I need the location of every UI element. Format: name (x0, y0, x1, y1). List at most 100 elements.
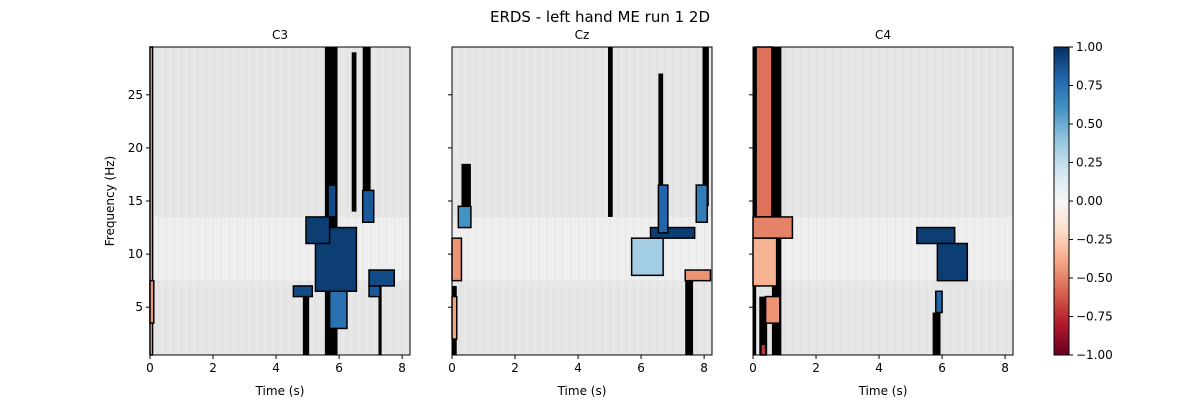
texture-stripe (605, 47, 607, 355)
texture-stripe (287, 47, 289, 355)
texture-stripe (835, 47, 837, 355)
texture-stripe (641, 47, 643, 355)
significant-region (752, 237, 778, 287)
x-tick-label: 4 (574, 361, 582, 375)
texture-stripe (303, 47, 305, 355)
texture-stripe (879, 47, 881, 355)
texture-stripe (350, 47, 352, 355)
texture-stripe (268, 47, 270, 355)
texture-stripe (926, 47, 928, 355)
x-tick-label: 2 (812, 361, 820, 375)
texture-stripe (503, 47, 505, 355)
colorbar-tick-label: 0.50 (1076, 117, 1103, 131)
texture-stripe (244, 47, 246, 355)
y-tick-label: 5 (135, 300, 143, 314)
texture-stripe (613, 47, 615, 355)
significant-region (327, 184, 337, 218)
texture-stripe (593, 47, 595, 355)
figure-title: ERDS - left hand ME run 1 2D (490, 8, 710, 26)
x-tick-label: 4 (272, 361, 280, 375)
texture-stripe (582, 47, 583, 355)
mask-column (753, 47, 757, 355)
significant-region (149, 279, 155, 324)
y-tick-label: 20 (128, 141, 143, 155)
texture-stripe (914, 47, 916, 355)
texture-stripe (788, 47, 790, 355)
texture-stripe (633, 47, 635, 355)
texture-stripe (507, 47, 509, 355)
texture-stripe (189, 47, 191, 355)
texture-stripe (216, 47, 218, 355)
texture-stripe (550, 47, 552, 355)
texture-stripe (601, 47, 603, 355)
texture-stripe (197, 47, 199, 355)
texture-stripe (173, 47, 175, 355)
mask-column (771, 47, 782, 355)
texture-stripe (843, 47, 845, 355)
texture-stripe (684, 47, 686, 355)
texture-stripe (374, 47, 376, 355)
texture-stripe (886, 47, 888, 355)
significant-region (361, 189, 375, 223)
texture-stripe (319, 47, 321, 355)
texture-stripe (157, 47, 159, 355)
texture-stripe (495, 47, 497, 355)
texture-stripe (534, 47, 536, 355)
texture-stripe (894, 47, 896, 355)
panel-c3: C3 0 2 4 6 8 Time (s) 5 10 15 20 25 Frequency (Hz) (103, 28, 411, 398)
texture-stripe (629, 47, 631, 355)
texture-stripe (542, 47, 544, 355)
texture-stripe (283, 47, 285, 355)
texture-stripe (867, 47, 869, 355)
texture-stripe (965, 47, 967, 355)
mask-column (658, 73, 664, 191)
texture-stripe (209, 47, 211, 355)
panel-title: C3 (272, 28, 288, 42)
texture-stripe (800, 47, 802, 355)
texture-stripe (256, 47, 258, 355)
texture-stripe (185, 47, 187, 355)
texture-stripe (455, 47, 457, 355)
texture-stripe (692, 47, 694, 355)
significant-region (936, 242, 969, 282)
texture-stripe (299, 47, 301, 355)
texture-stripe (394, 47, 396, 355)
texture-stripe (518, 47, 520, 355)
x-tick-label: 6 (938, 361, 946, 375)
texture-stripe (804, 47, 806, 355)
texture-stripe (997, 47, 999, 355)
texture-stripe (680, 47, 682, 355)
texture-stripe (578, 47, 580, 355)
y-tick-label: 15 (128, 194, 143, 208)
texture-stripe (946, 47, 948, 355)
texture-stripe (276, 47, 278, 355)
texture-stripe (796, 47, 798, 355)
texture-stripe (883, 47, 884, 355)
panel-cz: Cz 0 2 4 6 8 Time (s) (448, 28, 713, 398)
mask-column (685, 280, 694, 355)
significant-region (649, 226, 696, 239)
significant-region (368, 285, 381, 298)
texture-stripe (656, 47, 658, 355)
texture-stripe (339, 47, 341, 355)
texture-stripe (808, 47, 810, 355)
texture-stripe (471, 47, 473, 355)
texture-stripe (855, 47, 857, 355)
y-tick-label: 10 (128, 247, 143, 261)
texture-stripe (863, 47, 865, 355)
texture-stripe (1005, 47, 1007, 355)
texture-stripe (240, 47, 242, 355)
texture-stripe (688, 47, 690, 355)
colorbar-tick-label: −0.25 (1076, 233, 1113, 247)
texture-stripe (942, 47, 944, 355)
x-tick-label: 2 (209, 361, 217, 375)
colorbar: 1.00 0.75 0.50 0.25 0.00 −0.25 −0.50 −0.75 −1.00 (1053, 40, 1113, 362)
texture-stripe (390, 47, 392, 355)
texture-stripe (193, 47, 195, 355)
texture-stripe (784, 47, 786, 355)
texture-stripe (957, 47, 959, 355)
texture-stripe (973, 47, 975, 355)
texture-stripe (343, 47, 345, 355)
texture-stripe (307, 47, 309, 355)
